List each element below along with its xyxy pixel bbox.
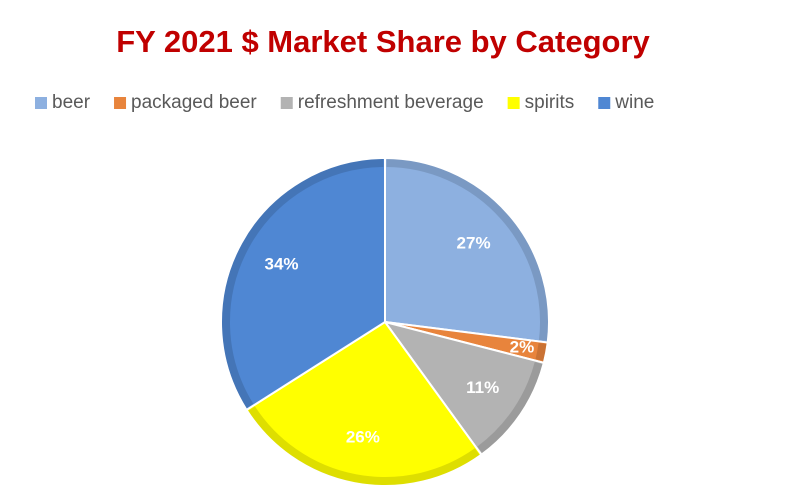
data-label: 27% (457, 233, 491, 252)
slice-border (535, 342, 547, 361)
slice-border (477, 362, 543, 453)
legend-label: refreshment beverage (298, 92, 484, 113)
slice-border (222, 159, 384, 408)
pie-slice (245, 320, 483, 487)
legend-label: packaged beer (131, 92, 257, 113)
legend-swatch (280, 97, 293, 109)
legend-swatch (35, 97, 47, 109)
slice-border (248, 406, 480, 485)
legend-label: spirits (525, 92, 575, 113)
pie-slice (382, 320, 546, 457)
legend-swatch (114, 97, 127, 109)
data-label: 11% (466, 378, 499, 397)
data-label: 26% (346, 427, 380, 446)
legend-label: beer (52, 92, 91, 113)
pie-slice (384, 156, 550, 344)
data-label: 2% (510, 338, 535, 357)
legend-swatch (598, 97, 611, 109)
pie-slice (220, 156, 386, 412)
chart-title: FY 2021 $ Market Share by Category (116, 24, 650, 59)
data-label: 34% (265, 255, 299, 274)
slice-border (386, 159, 548, 341)
legend-label: wine (614, 92, 654, 113)
legend-swatch (507, 97, 520, 109)
